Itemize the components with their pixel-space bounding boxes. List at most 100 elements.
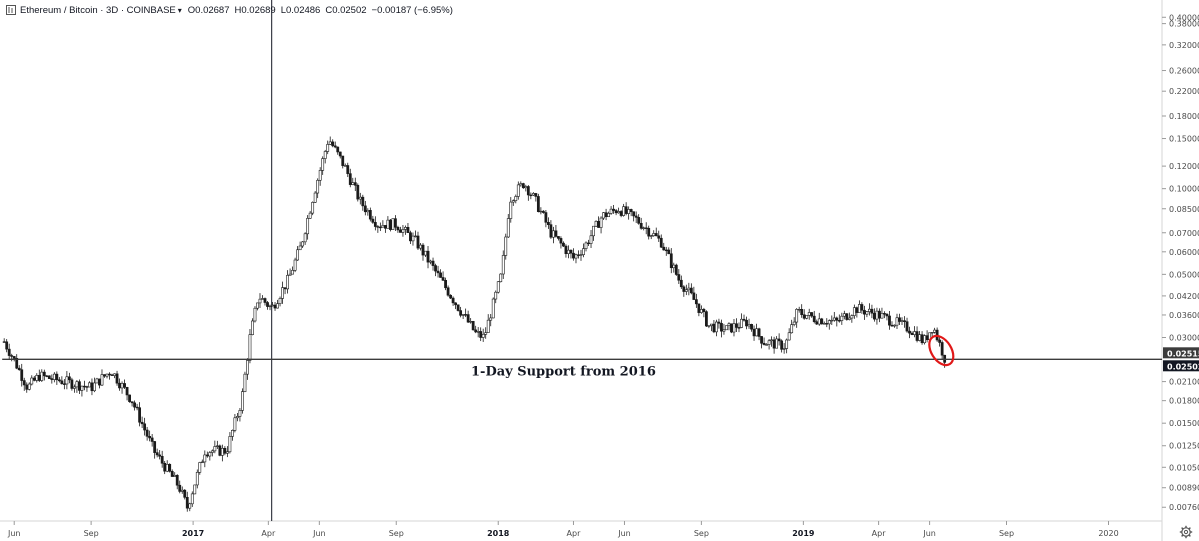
candle-body: [313, 192, 317, 203]
candle-body: [7, 348, 11, 356]
candle-body: [459, 310, 463, 316]
support-annotation[interactable]: 1-Day Support from 2016: [471, 364, 656, 379]
candle-body: [476, 331, 480, 333]
y-tick-label: 0.00890: [1169, 484, 1199, 493]
candle-body: [130, 401, 134, 404]
compare-icon: [6, 5, 16, 15]
candle-body: [707, 325, 711, 327]
candle-body: [386, 219, 390, 229]
candle-body: [150, 437, 154, 442]
candle-body: [318, 170, 322, 181]
x-tick-label: Apr: [567, 529, 582, 538]
close-value: C0.02502: [325, 4, 367, 16]
candle-body: [278, 298, 282, 304]
candle-body: [875, 310, 879, 320]
candle-body: [419, 244, 422, 249]
y-tick-label: 0.10000: [1169, 185, 1199, 194]
candle-body: [168, 463, 172, 472]
candle-body: [938, 339, 942, 343]
candle-body: [363, 205, 367, 213]
candle-body: [822, 323, 826, 325]
candle-body: [52, 373, 56, 380]
price-label-support-text: 0.02515: [1167, 349, 1199, 358]
candle-body: [253, 307, 257, 322]
candle-body: [682, 286, 686, 292]
candle-body: [577, 254, 580, 256]
candle-body: [541, 210, 545, 213]
y-tick-label: 0.38000: [1169, 20, 1199, 29]
candle-body: [115, 373, 119, 384]
candle-body: [37, 375, 41, 381]
candle-body: [195, 471, 199, 486]
candle-body: [506, 218, 510, 238]
chevron-down-icon[interactable]: ▾: [177, 5, 182, 15]
candle-body: [880, 313, 884, 319]
candle-body: [409, 232, 412, 242]
candle-body: [717, 321, 721, 324]
y-tick-label: 0.07000: [1169, 229, 1199, 238]
x-tick-label: Jun: [617, 529, 631, 538]
candle-body: [574, 254, 578, 259]
y-tick-label: 0.12000: [1169, 162, 1199, 171]
candle-body: [396, 226, 400, 231]
candle-body: [735, 323, 738, 328]
candle-body: [519, 183, 523, 186]
candle-body: [256, 302, 259, 309]
candle-body: [684, 289, 688, 292]
price-label-support: [1163, 347, 1199, 359]
candle-body: [827, 320, 831, 325]
x-tick-label: Jun: [922, 529, 936, 538]
candle-body: [424, 250, 427, 256]
highlight-circle[interactable]: [924, 332, 958, 370]
candle-body: [358, 196, 362, 200]
candle-body: [135, 406, 139, 409]
y-tick-label: 0.03000: [1169, 334, 1199, 343]
candle-body: [281, 287, 284, 299]
candle-body: [652, 233, 656, 236]
candle-body: [930, 332, 934, 334]
candle-body: [940, 342, 944, 356]
low-value: L0.02486: [280, 4, 321, 16]
candle-body: [383, 225, 387, 229]
candle-body: [491, 298, 495, 319]
candle-body: [388, 219, 392, 230]
candle-body: [233, 417, 237, 431]
candle-body: [790, 324, 794, 334]
candle-body: [371, 218, 375, 223]
candle-body: [689, 287, 693, 294]
candle-body: [687, 287, 691, 291]
candle-body: [73, 386, 76, 389]
candle-body: [692, 292, 696, 300]
candle-body: [62, 383, 66, 385]
symbol-name[interactable]: Ethereum / Bitcoin · 3D · COINBASE: [20, 4, 176, 16]
candle-body: [807, 312, 811, 316]
candle-body: [712, 323, 716, 333]
candle-body: [594, 221, 598, 227]
candle-body: [273, 304, 277, 309]
candle-body: [868, 308, 871, 312]
candle-body: [479, 331, 483, 338]
y-tick-label: 0.15000: [1169, 135, 1199, 144]
candle-body: [657, 235, 661, 239]
candle-body: [840, 315, 844, 321]
gear-icon[interactable]: [1179, 525, 1193, 539]
y-tick-label: 0.32000: [1169, 41, 1199, 50]
candle-body: [35, 375, 39, 381]
candle-body: [602, 212, 605, 219]
candle-body: [298, 245, 302, 251]
candle-body: [742, 318, 746, 321]
candle-body: [336, 146, 340, 153]
candle-body: [489, 317, 493, 321]
symbol-header[interactable]: Ethereum / Bitcoin · 3D · COINBASE ▾ O0.…: [6, 2, 453, 18]
candle-body: [607, 213, 610, 218]
candle-body: [12, 356, 16, 359]
candle-body: [333, 145, 337, 148]
candle-body: [857, 304, 861, 313]
candle-body: [158, 454, 162, 457]
candle-body: [750, 324, 753, 330]
candle-body: [341, 155, 345, 166]
candle-body: [70, 379, 74, 389]
candle-body: [306, 218, 310, 235]
